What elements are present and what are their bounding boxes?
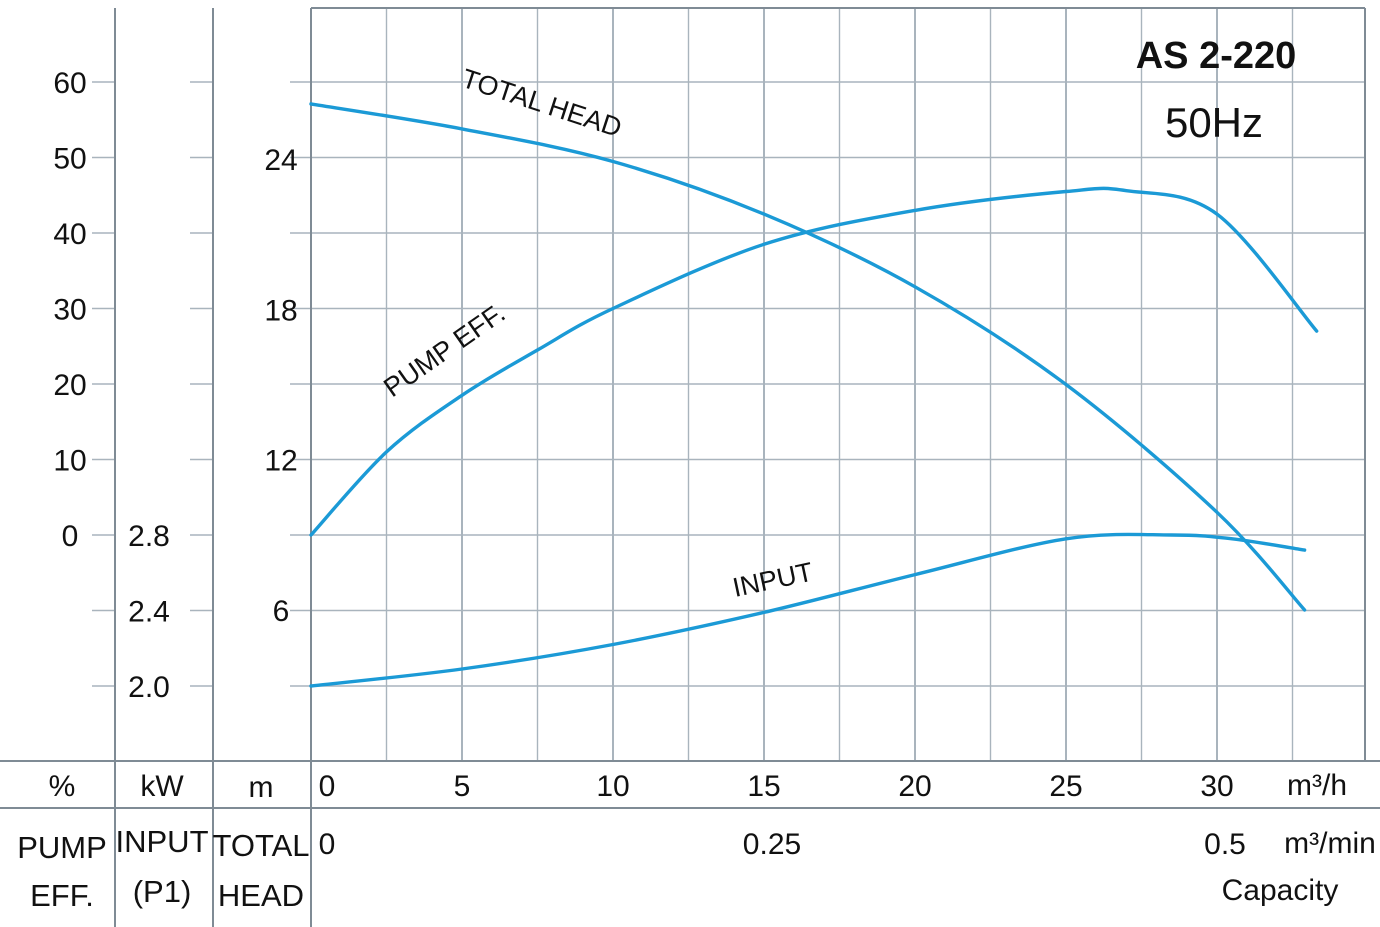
total-head-curve (309, 102, 1307, 612)
eff-tick-label: 50 (53, 143, 86, 176)
x-tick-label: 25 (1049, 770, 1082, 803)
head-axis-name-line2: HEAD (218, 878, 304, 913)
x-unit-m3min: m³/min (1284, 827, 1376, 860)
head-tick-label: 24 (264, 144, 297, 177)
chart-title: AS 2-220 (1136, 35, 1297, 77)
eff-tick-label: 40 (53, 218, 86, 251)
x-tick-label: 30 (1200, 770, 1233, 803)
input-curve (309, 532, 1307, 688)
chart-subtitle: 50Hz (1165, 99, 1263, 146)
x-tick-label: 10 (596, 770, 629, 803)
eff-unit: % (49, 770, 76, 803)
head-tick-label: 12 (264, 445, 297, 478)
x-tick-label: 5 (454, 770, 471, 803)
input-tick-label: 2.0 (128, 671, 170, 704)
grid (92, 8, 1365, 761)
x-tick-label: 20 (898, 770, 931, 803)
pump-eff-curve (309, 186, 1319, 537)
eff-axis-name-line1: PUMP (17, 830, 107, 865)
input-curve-label: INPUT (730, 557, 815, 603)
pump-eff-curve-label: PUMP EFF. (378, 298, 510, 403)
eff-axis-name-line2: EFF. (30, 878, 94, 913)
head-axis-name-line1: TOTAL (212, 828, 309, 863)
x-tick-label: 15 (747, 770, 780, 803)
input-axis-name-line1: INPUT (116, 824, 209, 859)
eff-tick-label: 10 (53, 445, 86, 478)
x-axis-label: Capacity (1222, 874, 1339, 907)
eff-tick-label: 30 (53, 294, 86, 327)
input-tick-label: 2.4 (128, 596, 170, 629)
eff-tick-label: 20 (53, 369, 86, 402)
x-tick-label: 0 (319, 770, 336, 803)
frame (0, 7, 1380, 927)
input-unit: kW (140, 770, 184, 803)
x-secondary-tick-label: 0 (319, 828, 336, 861)
total-head-curve-label: TOTAL HEAD (458, 63, 625, 143)
head-tick-label: 18 (264, 294, 297, 327)
x-secondary-tick-label: 0.5 (1204, 828, 1246, 861)
tick-labels: 0 10 20 30 40 50 60 2.0 2.4 2.8 6 12 18 24 0 5 10 15 20 25 3… (53, 67, 1246, 861)
head-tick-label: 6 (273, 595, 290, 628)
eff-tick-label: 0 (62, 520, 79, 553)
curves (309, 102, 1319, 688)
head-unit: m (249, 771, 274, 804)
input-axis-name-line2: (P1) (133, 874, 192, 909)
input-tick-label: 2.8 (128, 520, 170, 553)
x-secondary-tick-label: 0.25 (743, 828, 801, 861)
x-unit-m3h: m³/h (1287, 769, 1347, 802)
eff-tick-label: 60 (53, 67, 86, 100)
